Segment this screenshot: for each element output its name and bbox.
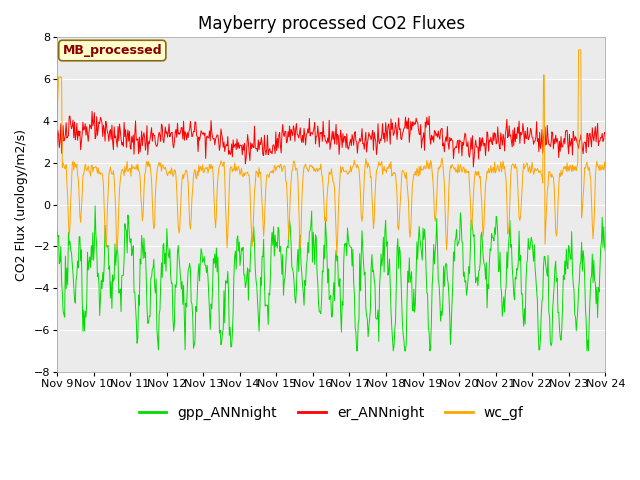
wc_gf bbox=[575, 47, 582, 53]
wc_gf bbox=[204, 170, 212, 176]
gpp_ANNnight bbox=[205, 290, 212, 296]
gpp_ANNnight bbox=[602, 248, 609, 254]
wc_gf bbox=[415, 173, 422, 179]
er_ANNnight bbox=[63, 135, 71, 141]
Line: wc_gf: wc_gf bbox=[57, 50, 605, 254]
wc_gf bbox=[333, 252, 340, 257]
gpp_ANNnight bbox=[353, 348, 360, 354]
er_ANNnight bbox=[120, 120, 128, 125]
er_ANNnight bbox=[205, 134, 212, 140]
Title: Mayberry processed CO2 Fluxes: Mayberry processed CO2 Fluxes bbox=[198, 15, 465, 33]
gpp_ANNnight bbox=[415, 224, 423, 229]
Legend: gpp_ANNnight, er_ANNnight, wc_gf: gpp_ANNnight, er_ANNnight, wc_gf bbox=[133, 400, 529, 425]
wc_gf bbox=[120, 168, 127, 174]
wc_gf bbox=[175, 230, 183, 236]
wc_gf bbox=[602, 166, 609, 172]
er_ANNnight bbox=[53, 143, 61, 148]
wc_gf bbox=[63, 180, 71, 186]
gpp_ANNnight bbox=[92, 203, 99, 209]
er_ANNnight bbox=[470, 164, 477, 170]
wc_gf bbox=[53, 118, 61, 124]
gpp_ANNnight bbox=[63, 265, 71, 271]
gpp_ANNnight bbox=[53, 228, 61, 234]
er_ANNnight bbox=[176, 132, 184, 137]
gpp_ANNnight bbox=[120, 256, 128, 262]
er_ANNnight bbox=[88, 108, 96, 114]
Line: er_ANNnight: er_ANNnight bbox=[57, 111, 605, 167]
gpp_ANNnight bbox=[176, 264, 184, 270]
Text: MB_processed: MB_processed bbox=[63, 44, 162, 57]
Line: gpp_ANNnight: gpp_ANNnight bbox=[57, 206, 605, 351]
er_ANNnight bbox=[399, 131, 406, 137]
er_ANNnight bbox=[415, 126, 422, 132]
er_ANNnight bbox=[602, 131, 609, 136]
wc_gf bbox=[399, 168, 406, 173]
gpp_ANNnight bbox=[399, 331, 407, 337]
Y-axis label: CO2 Flux (urology/m2/s): CO2 Flux (urology/m2/s) bbox=[15, 129, 28, 281]
